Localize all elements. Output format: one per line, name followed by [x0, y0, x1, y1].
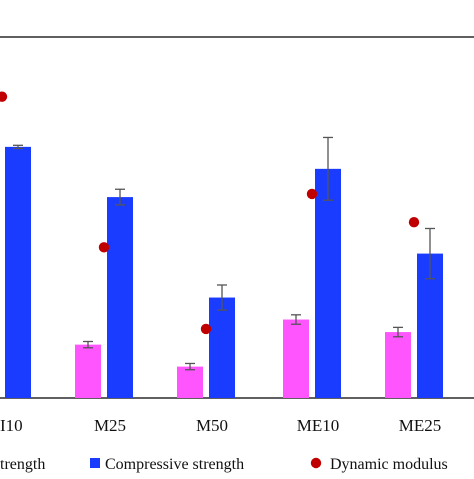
legend-label-compressive: Compressive strength — [105, 456, 244, 473]
compressive-bar-m25 — [107, 197, 133, 398]
compressive-bar-m50 — [209, 297, 235, 398]
category-label-m25: M25 — [94, 416, 126, 435]
flexural-bar-m50 — [177, 366, 203, 398]
flexural-bar-me10 — [283, 319, 309, 398]
compressive-bar-m10 — [5, 146, 31, 398]
flexural-error-bar-m25 — [83, 340, 93, 349]
compressive-error-bar-m50 — [217, 284, 227, 311]
compressive-error-bar-me10 — [323, 136, 333, 201]
dynamic-modulus-point-me10 — [306, 188, 318, 200]
category-label-me10: ME10 — [297, 416, 340, 435]
flexural-error-bar-m50 — [185, 362, 195, 371]
category-label-m50: M50 — [196, 416, 228, 435]
legend-swatch-compressive — [90, 458, 100, 468]
marks-layer — [0, 91, 443, 398]
dynamic-modulus-point-m10 — [0, 91, 8, 102]
legend-label-flexural: trength — [0, 456, 45, 473]
category-label-m10: I10 — [0, 416, 23, 435]
category-labels: I10 M25 M50 ME10 ME25 — [0, 416, 441, 435]
compressive-error-bar-m10 — [13, 144, 23, 150]
flexural-error-bar-me25 — [393, 326, 403, 338]
dynamic-modulus-point-me25 — [408, 217, 420, 228]
compressive-error-bar-me25 — [425, 227, 435, 280]
legend-marker-dynamic — [310, 457, 322, 469]
dynamic-modulus-point-m50 — [200, 323, 212, 335]
legend: trength Compressive strength Dynamic modul… — [0, 456, 448, 473]
flexural-bar-me25 — [385, 332, 411, 398]
category-label-me25: ME25 — [399, 416, 442, 435]
flexural-error-bar-me10 — [291, 314, 301, 325]
dynamic-modulus-point-m25 — [98, 242, 110, 253]
compressive-bar-me10 — [315, 168, 341, 398]
flexural-bar-m25 — [75, 344, 101, 398]
compressive-error-bar-m25 — [115, 188, 125, 206]
legend-label-dynamic: Dynamic modulus — [330, 456, 448, 473]
